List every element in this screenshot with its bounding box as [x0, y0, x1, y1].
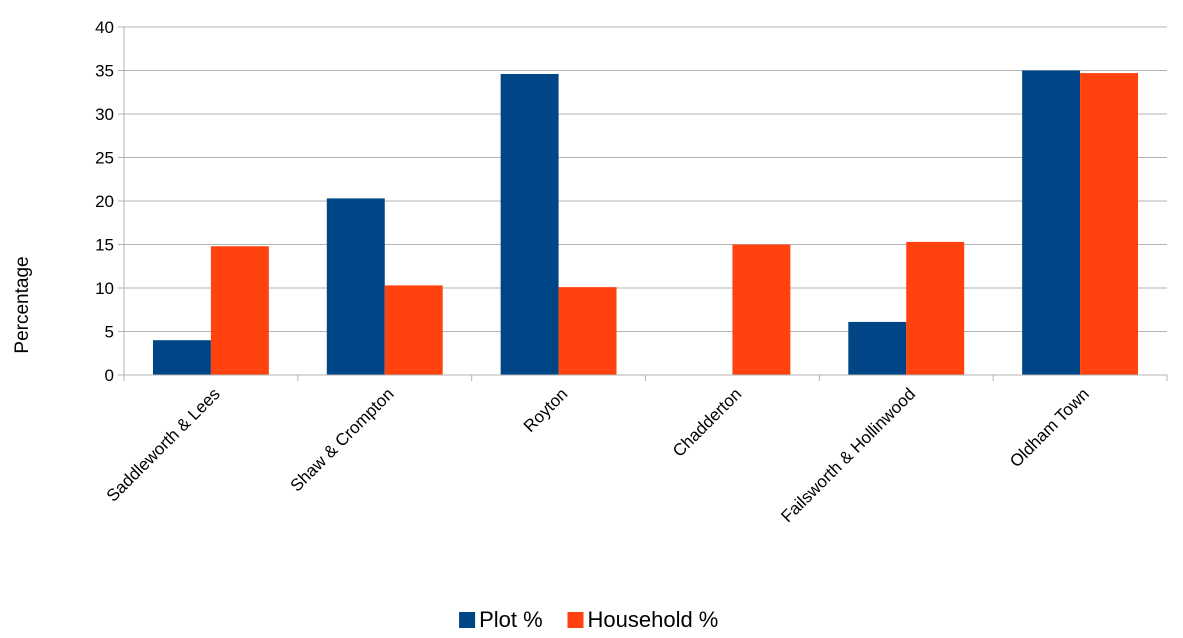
x-tick-labels: Saddleworth & Lees Shaw & Crompton Royton C… — [103, 384, 1093, 526]
bar-household-5 — [1080, 73, 1139, 376]
axes — [118, 26, 1168, 381]
x-tick-label: Oldham Town — [1006, 384, 1093, 471]
y-tick-label: 0 — [105, 366, 114, 385]
legend-swatch — [459, 612, 476, 628]
legend-swatch — [567, 612, 584, 628]
y-tick-label: 5 — [105, 323, 114, 342]
y-tick-label: 20 — [95, 192, 114, 211]
bar-plot-2 — [500, 73, 559, 375]
y-tick-label: 15 — [95, 236, 114, 255]
x-tick-label: Failsworth & Hollinwood — [777, 384, 919, 526]
bar-household-4 — [906, 241, 965, 375]
y-tick-label: 30 — [95, 105, 114, 124]
y-axis-title: Percentage — [12, 256, 33, 353]
bar-plot-0 — [152, 340, 211, 375]
legend-label: Household % — [588, 607, 719, 632]
bars — [152, 70, 1139, 376]
gridlines — [124, 26, 1167, 332]
bar-plot-1 — [326, 198, 385, 375]
bar-household-1 — [384, 285, 443, 375]
bar-household-3 — [732, 244, 791, 375]
x-tick-label: Shaw & Crompton — [287, 384, 398, 495]
x-tick-label: Royton — [520, 384, 572, 436]
bar-plot-4 — [848, 321, 907, 375]
x-tick-label: Chadderton — [669, 384, 745, 460]
legend: Plot % Household % — [459, 607, 718, 632]
x-tick-label: Saddleworth & Lees — [103, 384, 224, 505]
bar-plot-5 — [1022, 70, 1081, 375]
legend-label: Plot % — [479, 607, 543, 632]
bar-household-2 — [558, 287, 617, 375]
y-tick-label: 35 — [95, 62, 114, 81]
bar-household-0 — [210, 246, 269, 375]
y-tick-label: 25 — [95, 149, 114, 168]
y-tick-labels: 0 5 10 15 20 25 30 35 40 — [95, 18, 114, 385]
y-tick-label: 10 — [95, 279, 114, 298]
y-tick-label: 40 — [95, 18, 114, 37]
